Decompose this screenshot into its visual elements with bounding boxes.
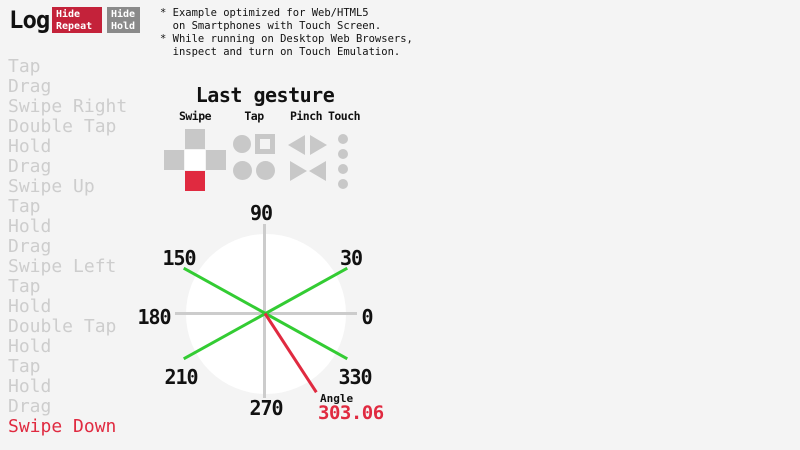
log-item: Drag: [8, 156, 52, 177]
swipe-up-square-icon: [185, 129, 205, 149]
log-item: Tap: [8, 196, 41, 217]
swipe-column-label: Swipe: [178, 109, 212, 123]
last-gesture-title: Last gesture: [195, 83, 335, 107]
log-item: Double Tap: [8, 316, 117, 337]
note-line: inspect and turn on Touch Emulation.: [160, 46, 401, 58]
compass-label-0: 0: [361, 305, 373, 329]
tap-filled-circle-icon: [256, 161, 275, 180]
compass-label-90: 90: [249, 201, 273, 225]
log-item: Tap: [8, 56, 41, 77]
log-item: Swipe Right: [8, 96, 128, 117]
log-item: Hold: [8, 376, 52, 397]
swipe-left-square-icon: [164, 150, 184, 170]
page-title: Log: [9, 6, 50, 34]
angle-readout-value: 303.06: [318, 402, 384, 424]
swipe-right-square-icon: [206, 150, 226, 170]
log-item: Drag: [8, 236, 52, 257]
tap-filled-circle-icon: [233, 135, 251, 153]
pinch-out-right-triangle-icon: [310, 135, 327, 155]
pinch-in-left-triangle-icon: [290, 161, 307, 181]
log-item: Hold: [8, 296, 52, 317]
touch-column-label: Touch: [327, 109, 361, 123]
log-item: Tap: [8, 276, 41, 297]
tap-filled-circle-icon: [233, 161, 252, 180]
compass-label-210: 210: [164, 365, 198, 389]
log-item: Swipe Left: [8, 256, 117, 277]
hide-hold-button[interactable]: Hide Hold: [107, 7, 140, 33]
log-item: Swipe Up: [8, 176, 95, 197]
pinch-column-label: Pinch: [289, 109, 323, 123]
pinch-out-left-triangle-icon: [288, 135, 305, 155]
touch-dot-icon: [338, 164, 348, 174]
log-item: Drag: [8, 396, 52, 417]
compass-label-30: 30: [339, 246, 363, 270]
note-line: * While running on Desktop Web Browsers,: [160, 33, 413, 45]
log-item: Hold: [8, 336, 52, 357]
hide-repeat-button[interactable]: Hide Repeat: [52, 7, 102, 33]
log-item: Hold: [8, 216, 52, 237]
note-line: on Smartphones with Touch Screen.: [160, 20, 382, 32]
compass-label-330: 330: [338, 365, 372, 389]
touch-dot-icon: [338, 149, 348, 159]
compass-label-150: 150: [162, 246, 196, 270]
touch-dot-icon: [338, 179, 348, 189]
angle-readout-label: Angle: [320, 392, 354, 405]
compass-label-180: 180: [137, 305, 171, 329]
note-line: * Example optimized for Web/HTML5: [160, 7, 369, 19]
log-item: Drag: [8, 76, 52, 97]
log-item: Double Tap: [8, 116, 117, 137]
log-item: Hold: [8, 136, 52, 157]
gesture-log-list: Tap Drag Swipe Right Double Tap Hold Dra…: [8, 57, 127, 437]
pinch-in-right-triangle-icon: [309, 161, 326, 181]
touch-dot-icon: [338, 134, 348, 144]
swipe-down-square-icon-active: [185, 171, 205, 191]
log-item-latest: Swipe Down: [8, 416, 117, 437]
compass-label-270: 270: [249, 396, 283, 420]
tap-ring-circle-icon: [255, 134, 275, 154]
swipe-center-square-icon: [185, 150, 205, 170]
notes: * Example optimized for Web/HTML5 on Sma…: [160, 7, 413, 59]
log-item: Tap: [8, 356, 41, 377]
tap-column-label: Tap: [244, 109, 264, 123]
